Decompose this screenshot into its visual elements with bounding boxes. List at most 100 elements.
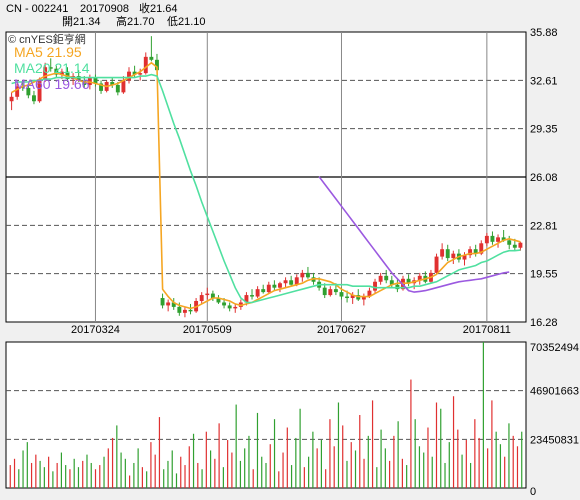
candle-body <box>171 302 176 307</box>
ma20-line <box>11 73 521 304</box>
candle-body <box>250 295 254 297</box>
candle-body <box>272 284 277 288</box>
candle-body <box>222 302 227 306</box>
candle-body <box>384 275 389 281</box>
candle-body <box>127 71 131 81</box>
candle-body <box>143 56 148 74</box>
candle-body <box>451 253 456 259</box>
candle-body <box>59 71 64 75</box>
price-tick-label: 16.28 <box>530 317 558 329</box>
candle-body <box>155 59 159 71</box>
volume-tick-label: 0 <box>530 486 536 498</box>
legend-ma60: MA60 19.66 <box>14 76 90 92</box>
candle-body <box>484 235 489 244</box>
candle-body <box>132 71 137 75</box>
candle-body <box>210 293 215 299</box>
candle-body <box>512 244 517 248</box>
watermark: © cnYES鉅亨網 <box>8 32 86 46</box>
candle-body <box>54 68 59 75</box>
price-tick-label: 35.88 <box>530 27 558 39</box>
candle-body <box>406 278 411 284</box>
candle-body <box>43 67 48 80</box>
candle-body <box>115 84 120 93</box>
candle-body <box>255 289 260 297</box>
candle-body <box>138 73 143 75</box>
candle-body <box>9 96 14 102</box>
candle-body <box>244 295 249 303</box>
candle-body <box>110 82 115 85</box>
candle-body <box>490 235 495 242</box>
volume-tick-label: 23450831 <box>530 434 579 446</box>
low-price: 低21.10 <box>167 15 206 28</box>
price-tick-label: 26.08 <box>530 172 558 184</box>
candle-body <box>205 293 210 296</box>
stock-code: CN - 002241 <box>6 3 68 15</box>
x-tick-label: 20170627 <box>317 324 366 336</box>
candle-body <box>32 95 36 102</box>
candle-body <box>283 280 288 284</box>
candle-body <box>361 296 366 300</box>
candle-body <box>166 302 171 306</box>
candle-body <box>177 306 182 313</box>
candle-body <box>266 284 271 293</box>
candle-body <box>121 80 126 93</box>
candle-body <box>378 275 383 282</box>
candle-body <box>261 289 266 293</box>
legend-ma20: MA20 21.14 <box>14 60 90 76</box>
candle-body <box>373 281 377 291</box>
candle-body <box>199 295 204 301</box>
candle-body <box>496 237 500 242</box>
candle-body <box>93 77 98 84</box>
candle-body <box>389 280 394 285</box>
candle-body <box>417 275 422 281</box>
candle-body <box>322 287 327 296</box>
price-tick-label: 29.35 <box>530 124 558 136</box>
candle-body <box>188 309 193 312</box>
candle-body <box>216 298 221 303</box>
close-price: 收21.64 <box>139 1 178 15</box>
ma5-line <box>11 61 521 310</box>
candle-body <box>328 289 333 296</box>
candle-body <box>305 272 310 278</box>
candle-body <box>468 249 473 256</box>
candle-body <box>227 305 232 309</box>
candle-body <box>160 298 165 306</box>
candle-body <box>434 256 439 273</box>
candle-body <box>518 242 523 248</box>
price-tick-label: 22.81 <box>530 220 558 232</box>
x-tick-label: 20170811 <box>463 324 511 336</box>
candle-body <box>367 290 372 297</box>
candle-body <box>507 240 512 245</box>
candle-body <box>99 83 104 91</box>
candle-body <box>345 296 350 299</box>
candle-body <box>339 292 344 297</box>
candle-body <box>289 280 294 285</box>
candle-body <box>300 272 305 278</box>
candle-body <box>350 295 355 299</box>
price-tick-label: 19.55 <box>530 269 558 281</box>
candle-body <box>26 87 31 96</box>
candle-body <box>233 306 238 309</box>
candle-body <box>278 283 282 288</box>
candle-body <box>440 249 445 257</box>
candle-body <box>501 237 506 241</box>
candle-body <box>473 249 478 254</box>
x-tick-label: 20170509 <box>183 324 232 336</box>
quote-date: 20170908 <box>80 3 129 15</box>
price-tick-label: 32.61 <box>530 75 558 87</box>
candle-body <box>15 86 20 97</box>
legend-ma5: MA5 21.95 <box>14 44 82 60</box>
x-tick-label: 20170324 <box>71 324 120 336</box>
open-price: 開21.34 <box>62 15 101 28</box>
volume-tick-label: 46901663 <box>530 386 579 398</box>
candle-body <box>37 79 42 102</box>
candle-body <box>333 289 338 293</box>
candle-body <box>182 309 187 313</box>
high-price: 高21.70 <box>116 14 155 28</box>
ma60-line <box>318 176 510 293</box>
candle-body <box>462 255 467 260</box>
candle-body <box>294 277 299 285</box>
candle-body <box>149 56 154 60</box>
candle-body <box>445 249 450 259</box>
